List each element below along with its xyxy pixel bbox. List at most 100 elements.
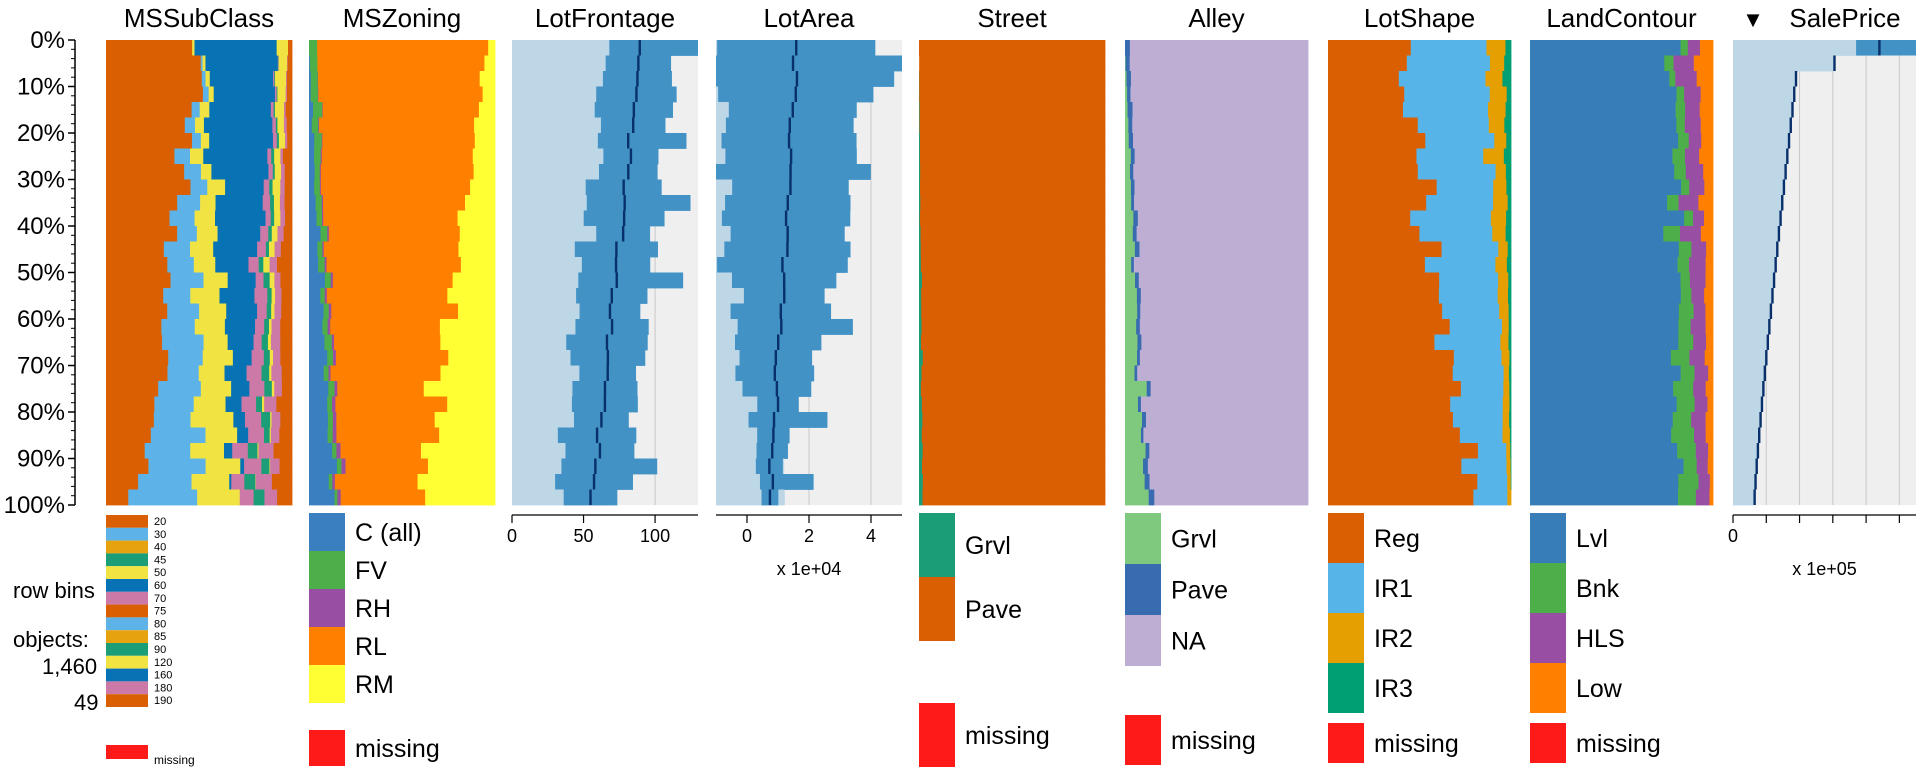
mssubclass-bin-segment-120 <box>274 210 281 227</box>
street-bin-segment-pave <box>921 303 1106 320</box>
mszoning-bin-segment-rl <box>326 257 462 273</box>
lotshape-bin-segment-ir1 <box>1425 133 1495 149</box>
mszoning-bin-segment-rm <box>473 164 496 180</box>
mssubclass-bin-segment-70 <box>267 148 272 165</box>
mssubclass-bin-segment-20 <box>106 55 202 72</box>
lotfrontage-bin-mean-marker <box>623 195 626 211</box>
mssubclass-bin-segment-120 <box>269 272 275 289</box>
landcontour-legend-label: Bnk <box>1576 575 1620 603</box>
mssubclass-bin-segment-50 <box>190 241 214 258</box>
lotfrontage-bin-mean-marker <box>592 474 596 490</box>
bin-size: 49 <box>74 690 99 715</box>
alley-bin-segment-pave <box>1145 443 1150 459</box>
mszoning-bin-segment-rl <box>336 427 440 444</box>
mssubclass-bin-segment-180 <box>280 179 286 196</box>
saleprice-bin-bar <box>1733 272 1775 289</box>
mszoning-bin-segment-fv <box>309 40 318 56</box>
alley-bin-segment-pave <box>1127 102 1133 118</box>
mssubclass-bin-segment-60 <box>233 412 246 428</box>
lotfrontage-bin-spread <box>586 195 691 211</box>
mssubclass-bin-segment-30 <box>163 241 191 258</box>
lotarea-bin-mean-marker <box>795 40 798 56</box>
mszoning-bin-segment-fv <box>314 179 321 196</box>
mszoning-bin-segment-fv <box>332 443 337 459</box>
street-bin-segment-pave <box>922 350 1106 366</box>
mssubclass-bin-segment-20 <box>106 86 204 103</box>
lotshape-legend-swatch <box>1328 613 1364 663</box>
mssubclass-bin-segment-190 <box>279 458 293 475</box>
alley-bin-segment-na <box>1136 226 1309 242</box>
mssubclass-legend-swatch <box>106 681 148 695</box>
lotshape-bin-segment-ir2 <box>1498 241 1509 258</box>
landcontour-bin-segment-low <box>1705 427 1714 444</box>
lotarea-bin-mean-marker <box>789 179 792 195</box>
lotshape-bin-segment-reg <box>1328 164 1419 180</box>
lotarea-bin-mean-marker <box>786 195 789 211</box>
saleprice-bin-bar <box>1733 55 1835 72</box>
mszoning-bin-segment-rh <box>320 148 323 165</box>
landcontour-bin-segment-lvl <box>1530 210 1685 227</box>
mszoning-legend-label: RL <box>355 633 387 661</box>
landcontour-bin-segment-lvl <box>1530 334 1679 351</box>
mssubclass-bin-segment-30 <box>162 334 204 351</box>
y-axis-tick-label: 10% <box>17 74 65 101</box>
lotshape-bin-segment-reg <box>1328 427 1461 444</box>
mssubclass-bin-segment-50 <box>196 226 218 242</box>
mszoning-bin-segment-rl <box>322 102 480 118</box>
mssubclass-bin-segment-70 <box>260 226 269 242</box>
mszoning-bin-segment-call <box>309 148 315 165</box>
landcontour-bin-segment-bnk <box>1669 71 1676 87</box>
alley-bin-segment-pave <box>1130 148 1136 165</box>
lotshape-bin-segment-ir1 <box>1404 86 1491 103</box>
alley-bin-segment-grvl <box>1125 55 1126 72</box>
lotfrontage-bin-mean-marker <box>615 241 618 257</box>
mszoning-bin-segment-fv <box>310 71 319 87</box>
street-missing-swatch <box>919 703 955 767</box>
lotshape-column-header: LotShape <box>1364 3 1475 33</box>
saleprice-bin-bar <box>1733 117 1791 134</box>
landcontour-legend-swatch <box>1530 613 1566 663</box>
lotarea-bin-mean-marker <box>777 334 780 350</box>
lotshape-bin-segment-ir1 <box>1398 71 1486 87</box>
lotshape-bin-segment-ir1 <box>1402 102 1489 118</box>
alley-bin-segment-na <box>1150 381 1309 397</box>
mssubclass-bin-segment-60 <box>237 427 249 444</box>
alley-bin-segment-na <box>1130 86 1309 103</box>
mssubclass-bin-segment-50 <box>200 133 210 149</box>
lotshape-bin-segment-ir1 <box>1436 179 1494 196</box>
landcontour-bin-segment-hls <box>1693 334 1707 351</box>
mssubclass-bin-segment-120 <box>278 133 286 149</box>
saleprice-bin-mean-marker <box>1753 489 1756 505</box>
lotfrontage-bin-mean-marker <box>608 303 612 319</box>
mssubclass-bin-segment-20 <box>106 71 203 87</box>
lotshape-bin-segment-ir3 <box>1506 133 1512 149</box>
mssubclass-bin-segment-70 <box>268 164 274 180</box>
mssubclass-bin-segment-190 <box>287 133 293 149</box>
lotshape-bin-segment-reg <box>1328 40 1412 56</box>
landcontour-bin-segment-lvl <box>1530 102 1676 118</box>
mssubclass-bin-segment-70 <box>270 102 275 118</box>
landcontour-bin-segment-hls <box>1689 350 1706 366</box>
lotshape-bin-segment-reg <box>1328 396 1451 413</box>
landcontour-bin-segment-lvl <box>1530 427 1672 444</box>
mssubclass-bin-segment-120 <box>268 319 272 335</box>
landcontour-bin-segment-low <box>1708 443 1714 459</box>
mszoning-bin-segment-rh <box>331 334 335 351</box>
alley-bin-segment-grvl <box>1125 381 1148 397</box>
mssubclass-legend-label: 45 <box>154 554 166 566</box>
mssubclass-bin-segment-90 <box>247 443 258 459</box>
alley-bin-segment-na <box>1137 210 1309 227</box>
y-axis-tick-label: 90% <box>17 446 65 473</box>
mszoning-bin-segment-rh <box>328 303 332 320</box>
mssubclass-legend-swatch <box>106 540 148 554</box>
street-bin-segment-pave <box>919 71 1106 87</box>
mszoning-bin-segment-rh <box>334 381 338 397</box>
mssubclass-bin-segment-70 <box>263 179 270 196</box>
lotshape-bin-segment-reg <box>1328 195 1427 211</box>
saleprice-bin-bar <box>1733 319 1770 335</box>
mszoning-bin-segment-rh <box>321 133 323 149</box>
mszoning-bin-segment-rh <box>333 350 337 366</box>
street-bin-segment-pave <box>922 412 1106 428</box>
alley-bin-segment-na <box>1141 334 1309 351</box>
mssubclass-bin-segment-120 <box>269 458 271 475</box>
